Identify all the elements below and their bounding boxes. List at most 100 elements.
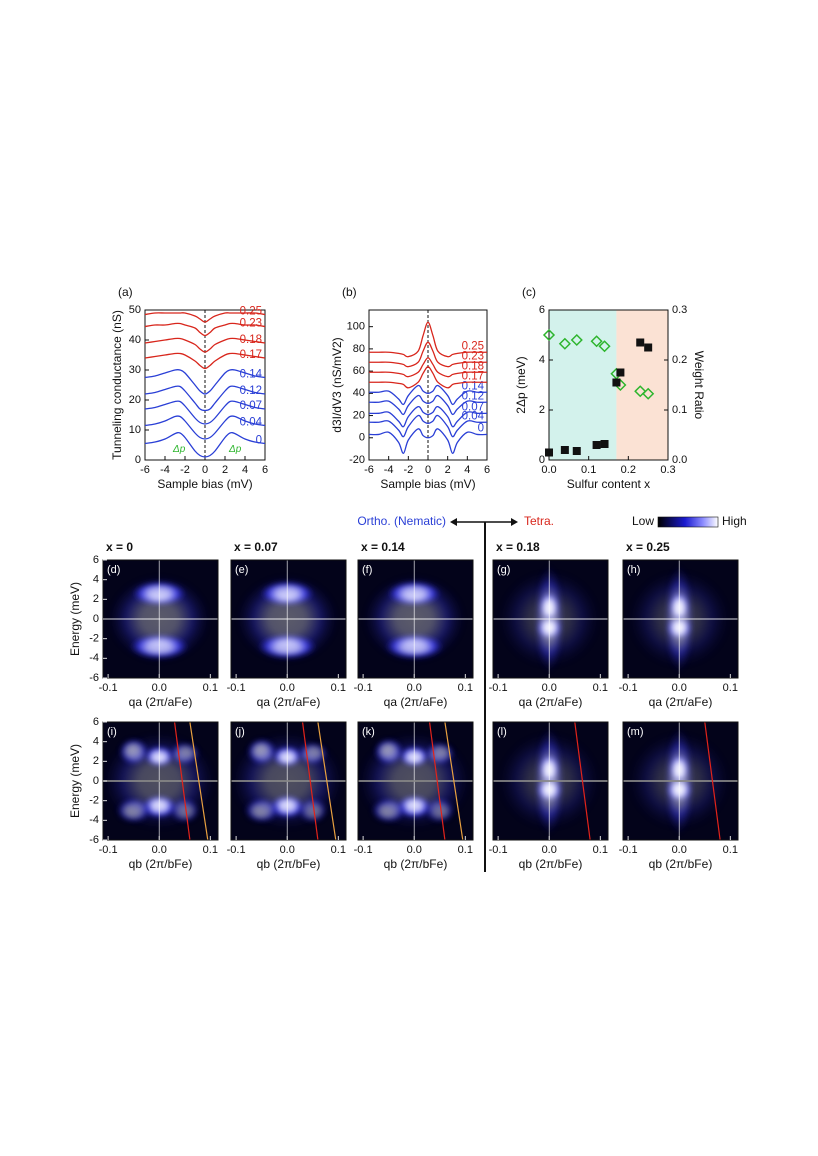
x-tick-label: 0.0 [542, 844, 557, 856]
series-label: 0.23 [462, 350, 484, 362]
x-axis-label: qb (2π/bFe) [129, 857, 193, 871]
x-tick-label: 0.1 [723, 844, 738, 856]
series-label: 0.12 [240, 385, 262, 397]
y-axis-label: 2Δp (meV) [514, 356, 528, 413]
x-tick-label: -0.1 [99, 844, 118, 856]
spectrum-line [144, 322, 266, 337]
heatmap-content [358, 560, 473, 678]
plot-frame [492, 559, 609, 679]
series-label: 0 [478, 422, 484, 434]
spectrum-line [369, 321, 487, 358]
square-marker [616, 368, 625, 377]
square-marker [600, 440, 609, 448]
plot-frame [492, 721, 609, 841]
panel-label: (i) [107, 726, 117, 738]
series-label: 0 [256, 435, 262, 447]
spectrum-line [368, 384, 488, 406]
gap-annotation: Δp [172, 444, 186, 455]
y-tick-label: -6 [89, 672, 99, 684]
x-tick-label: 0.0 [672, 682, 687, 694]
x-axis-label: qb (2π/bFe) [257, 857, 321, 871]
spectrum-line [144, 368, 266, 395]
heatmap-image [103, 722, 218, 840]
y-tick-label: 2 [93, 755, 99, 767]
y-tick-label: 4 [539, 354, 545, 366]
x-tick-label: 0 [202, 464, 208, 476]
y-tick-label: 80 [353, 343, 365, 355]
y-tick-label: 4 [93, 736, 99, 748]
spectrum-line [368, 414, 488, 438]
diamond-marker [598, 340, 611, 353]
colorbar-low: Low [632, 514, 654, 528]
x-tick-label: 0.0 [280, 844, 295, 856]
x-tick-label: -4 [384, 464, 394, 476]
panel-label: (f) [362, 564, 372, 576]
x-tick-label: 0 [425, 464, 431, 476]
diamond-marker [570, 333, 583, 347]
x-tick-label: 0.1 [458, 682, 473, 694]
x-axis-label: qa (2π/aFe) [649, 695, 713, 709]
y2-tick-label: 0.0 [672, 454, 687, 466]
x-tick-label: -0.1 [489, 844, 508, 856]
y-tick-label: -2 [89, 633, 99, 645]
x-tick-label: 4 [242, 464, 248, 476]
x-tick-label: 0.0 [541, 464, 556, 476]
y-tick-label: 0 [359, 432, 365, 444]
x-tick-label: -0.1 [227, 844, 246, 856]
plot-frame [230, 559, 347, 679]
x-tick-label: 2 [445, 464, 451, 476]
x-tick-label: 0.0 [672, 844, 687, 856]
heatmap-content [358, 722, 473, 840]
x-tick-label: -0.1 [619, 844, 638, 856]
series-label: 0.23 [240, 318, 262, 330]
dispersion-line [704, 722, 721, 840]
series-label: 0.18 [462, 360, 484, 372]
x-axis-label: Sulfur content x [567, 477, 650, 491]
spectrum-line [144, 312, 266, 323]
square-marker [545, 448, 553, 457]
spectrum-line [368, 341, 487, 368]
y-tick-label: 0 [93, 775, 99, 787]
x-axis-label: qa (2π/aFe) [384, 695, 448, 709]
y-tick-label: -2 [89, 795, 99, 807]
series-label: 0.04 [240, 417, 263, 429]
x-tick-label: -6 [364, 464, 374, 476]
heatmap-content [103, 722, 218, 840]
y-axis-label: Energy (meV) [68, 744, 82, 818]
spectrum-line [369, 357, 487, 378]
region [616, 310, 668, 460]
diamond-marker [642, 387, 655, 400]
x-axis-label: Sample bias (mV) [157, 477, 252, 491]
square-marker [612, 378, 621, 387]
heatmap-image [231, 560, 346, 678]
x-tick-label: 0.3 [660, 464, 675, 476]
panel-label: (d) [107, 564, 120, 576]
y-tick-label: 6 [93, 554, 99, 566]
x-tick-label: -4 [160, 464, 170, 476]
dispersion-line [574, 722, 591, 840]
panel-subtitle: x = 0.18 [496, 540, 540, 554]
series-label: 0.12 [462, 390, 484, 402]
x-tick-label: 0.1 [581, 464, 596, 476]
spectrum-line [144, 337, 266, 353]
x-tick-label: 6 [262, 464, 268, 476]
y-tick-label: 2 [539, 404, 545, 416]
square-marker [644, 343, 653, 352]
ortho-label: Ortho. (Nematic) [357, 514, 446, 528]
x-tick-label: -0.1 [489, 682, 508, 694]
diamond-marker [542, 328, 556, 342]
colorbar-high: High [722, 514, 747, 528]
series-label: 0.14 [462, 380, 485, 392]
y-tick-label: 40 [129, 334, 141, 346]
heatmap-image [623, 722, 738, 840]
heatmap-content [623, 560, 738, 678]
diamond-marker [558, 337, 571, 350]
y-tick-label: 6 [93, 716, 99, 728]
panel-label: (h) [627, 564, 640, 576]
x-tick-label: 0.0 [407, 682, 422, 694]
panel-label: (a) [118, 285, 133, 299]
heatmap-image [103, 560, 218, 678]
panel-label: (c) [522, 285, 536, 299]
spectrum-line [368, 428, 488, 454]
